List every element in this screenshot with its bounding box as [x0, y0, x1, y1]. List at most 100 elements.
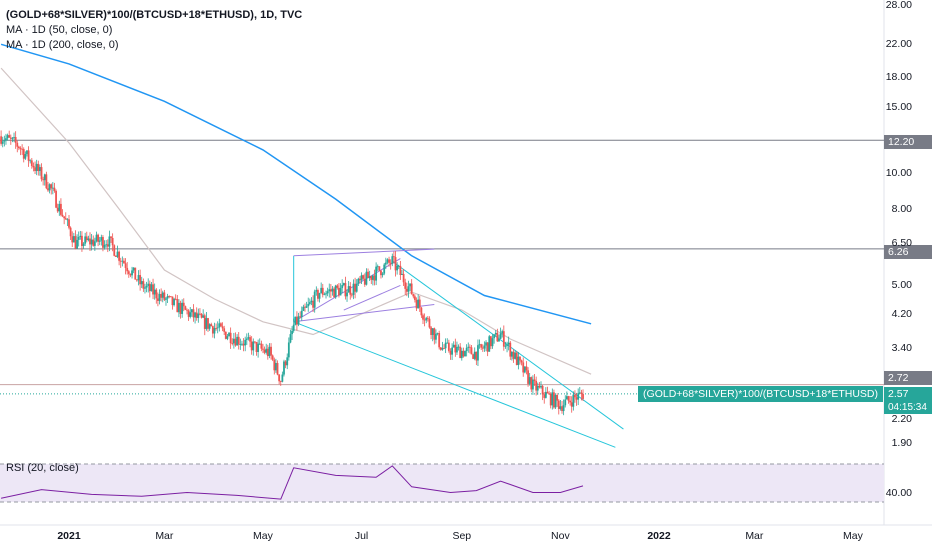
candle-body — [64, 218, 67, 220]
y-tick-label: 6.50 — [891, 236, 912, 249]
candle-body — [575, 397, 578, 400]
candle-body — [106, 244, 109, 247]
candle-body — [221, 326, 224, 329]
hline-tag-2-72: 2.72 — [884, 371, 932, 385]
candle-body — [336, 285, 339, 288]
candle-body — [511, 351, 513, 357]
candle-body — [459, 346, 462, 359]
candle-body — [137, 275, 140, 281]
candle-body — [393, 256, 395, 258]
candle-body — [32, 165, 35, 168]
candle-body — [501, 331, 504, 334]
candle-body — [97, 234, 99, 242]
candle-body — [580, 392, 583, 395]
candle-body — [512, 351, 515, 359]
candle-body — [9, 137, 12, 139]
candle-body — [174, 298, 177, 300]
candle-body — [334, 285, 337, 298]
candle-body — [202, 315, 205, 318]
candle-body — [262, 348, 264, 350]
candle-body — [569, 400, 571, 403]
candle-body — [100, 237, 103, 241]
candle-body — [465, 347, 468, 352]
candle-body — [171, 296, 174, 306]
candle-body — [166, 296, 169, 299]
candle-body — [422, 315, 424, 320]
candle-body — [234, 338, 237, 346]
candle-body — [152, 284, 154, 295]
candle-body — [396, 265, 399, 271]
candle-body — [79, 235, 82, 237]
candle-body — [317, 290, 319, 299]
candle-body — [425, 317, 428, 321]
candle-body — [464, 351, 466, 357]
x-tick-label: 2021 — [57, 530, 81, 542]
candle-body — [443, 348, 445, 349]
candle-body — [564, 399, 567, 406]
candle-body — [257, 343, 260, 352]
channel-inner-line — [343, 285, 401, 311]
candle-body — [491, 338, 494, 347]
candle-body — [536, 385, 539, 391]
candle-body — [325, 293, 327, 295]
candle-body — [329, 289, 332, 292]
candle-body — [436, 333, 439, 334]
candle-body — [281, 374, 284, 382]
candle-body — [186, 309, 188, 311]
candle-body — [69, 227, 72, 237]
candle-body — [179, 302, 182, 314]
candle-body — [451, 347, 453, 355]
candle-body — [275, 363, 277, 371]
y-tick-label: 2.20 — [891, 413, 912, 426]
candle-body — [449, 350, 452, 355]
candle-body — [299, 316, 302, 318]
y-tick-label: 18.00 — [885, 70, 912, 83]
candle-body — [286, 357, 289, 366]
candle-body — [258, 343, 261, 345]
candle-body — [37, 163, 40, 172]
candle-body — [507, 342, 510, 345]
legend-ma200: MA · 1D (200, close, 0) — [6, 39, 119, 51]
candle-body — [423, 319, 426, 321]
candle-body — [574, 394, 576, 398]
candle-body — [397, 265, 400, 267]
candle-body — [260, 343, 263, 349]
candle-body — [24, 154, 27, 159]
candle-body — [71, 236, 74, 243]
candle-body — [157, 298, 159, 301]
candle-body — [98, 240, 101, 242]
candle-body — [391, 256, 394, 264]
candle-body — [540, 385, 542, 388]
candle-body — [220, 323, 222, 327]
candle-body — [102, 237, 104, 248]
candle-body — [489, 336, 492, 347]
candle-body — [347, 286, 350, 293]
candle-body — [229, 332, 232, 344]
candle-body — [215, 327, 217, 329]
candle-body — [294, 316, 297, 325]
candle-body — [565, 396, 568, 400]
candle-body — [431, 328, 434, 335]
candle-body — [42, 179, 45, 181]
candle-body — [528, 377, 531, 384]
rsi-tick-label: 40.00 — [885, 486, 912, 499]
candle-body — [199, 313, 201, 315]
candle-body — [84, 236, 87, 244]
candle-body — [331, 288, 334, 292]
candle-body — [250, 341, 253, 351]
candle-body — [326, 291, 329, 294]
candle-body — [360, 275, 363, 281]
candle-body — [139, 275, 142, 285]
candle-body — [371, 275, 374, 280]
y-tick-label: 10.00 — [885, 166, 912, 179]
candle-body — [266, 348, 269, 357]
candle-body — [456, 346, 458, 353]
candle-body — [407, 286, 410, 292]
candle-body — [308, 302, 311, 304]
candle-body — [438, 333, 441, 348]
candle-body — [367, 271, 369, 279]
candle-body — [480, 344, 483, 348]
candle-body — [200, 314, 203, 318]
pattern-top-line — [293, 248, 435, 257]
